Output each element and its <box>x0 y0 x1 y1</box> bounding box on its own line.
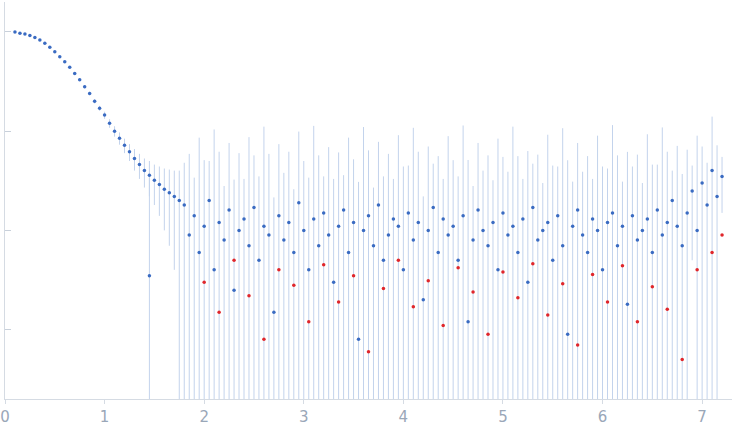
svg-text:5: 5 <box>498 408 508 426</box>
svg-text:4: 4 <box>399 408 409 426</box>
svg-text:3: 3 <box>299 408 309 426</box>
svg-text:0: 0 <box>0 408 10 426</box>
svg-text:7: 7 <box>697 408 707 426</box>
svg-text:2: 2 <box>199 408 209 426</box>
svg-text:6: 6 <box>598 408 608 426</box>
svg-text:1: 1 <box>100 408 110 426</box>
